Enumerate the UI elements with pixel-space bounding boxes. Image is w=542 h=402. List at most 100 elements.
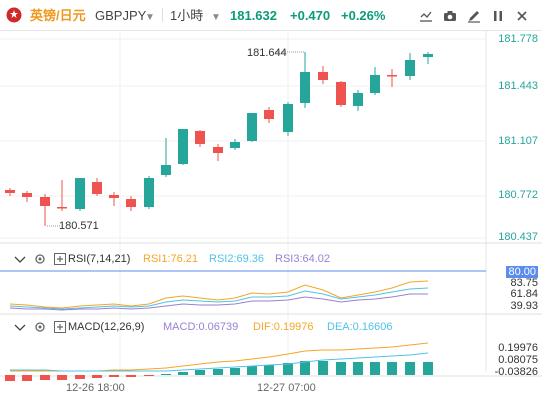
pause-button[interactable] [488,6,508,26]
macd-bar [195,370,205,375]
gear-icon[interactable] [34,253,46,265]
price-change: +0.470 [290,8,331,23]
candle-body [109,195,119,198]
macd-bar [423,362,433,375]
macd-bar [109,375,119,377]
dif-line [10,342,429,372]
macd-bar [283,363,293,375]
collapse-icon[interactable] [14,321,26,333]
candle-body [178,129,188,164]
macd-bar [126,375,136,377]
divider [162,8,163,22]
candle-body [92,182,102,194]
add-icon[interactable] [54,321,66,333]
last-price: 181.632 [230,8,277,23]
macd-bar [40,375,50,380]
candle-body [57,207,67,209]
candle-body [144,178,154,207]
price-tick: 181.443 [498,80,538,92]
gear-icon[interactable] [34,321,46,333]
candle-body [423,54,433,57]
pause-icon [494,11,502,21]
time-tick: 12-27 07:00 [257,382,316,394]
rsi-title: RSI(7,14,21) [68,253,131,265]
rsi1-value: RSI1:76.21 [143,253,199,265]
macd-bar [336,362,346,375]
rsi3-line [9,293,428,311]
close-button[interactable] [512,6,532,26]
candle-body [40,197,50,206]
price-tick: 180.772 [498,189,538,201]
macd-bar [22,375,32,381]
candle-body [318,72,328,80]
candle-body [300,72,310,103]
macd-bar [370,362,380,375]
rsi3-value: RSI3:64.02 [275,253,331,265]
rsi-lines [9,280,429,311]
candle-body [230,142,240,148]
macd-title: MACD(12,26,9) [68,321,145,333]
pen-edit-icon [468,11,480,23]
macd-bar [247,366,257,375]
candle-body [22,193,32,197]
macd-bar [387,362,397,375]
macd-value: MACD:0.06739 [163,321,239,333]
macd-bar [178,372,188,375]
rsi-tick-active: 80.00 [506,266,538,278]
candle-body [264,110,274,119]
chart-header: 英镑/日元 GBPJPY ▼ 1小時 ▼ 181.632 +0.470 +0.2… [0,0,542,31]
macd-bar [318,361,328,375]
macd-lines [10,342,429,372]
candle-body [336,82,346,105]
macd-tick: -0.03826 [494,366,538,378]
dea-line [10,352,429,372]
candle-body [405,60,415,76]
rsi-legend: RSI(7,14,21) RSI1:76.21 RSI2:69.36 RSI3:… [0,250,542,268]
interval-select[interactable]: 1小時 [170,8,204,23]
flag-icon [6,7,22,23]
symbol-name-cn[interactable]: 英镑/日元 [30,8,86,23]
macd-bar [144,375,154,376]
macd-bar [264,365,274,375]
dea-value: DEA:0.16606 [327,321,393,333]
price-chart[interactable] [0,30,542,402]
rsi2-value: RSI2:69.36 [209,253,265,265]
macd-histogram [5,361,433,381]
add-icon[interactable] [54,253,66,265]
candle-body [161,165,171,175]
rsi-tick: 39.93 [510,300,538,312]
chevron-down-icon[interactable]: ▼ [145,12,155,23]
camera-icon [444,11,456,21]
macd-bar [57,375,67,380]
rsi-tick: 61.84 [510,288,538,300]
candle-body [5,190,15,193]
indicator-button[interactable] [416,6,436,26]
macd-bar [92,375,102,378]
symbol-code[interactable]: GBPJPY [95,8,147,23]
candle-body [387,75,397,77]
macd-bar [353,362,363,375]
crosshair-chart-icon [420,11,432,22]
rsi-tick: 83.75 [510,277,538,289]
macd-bar [213,369,223,375]
candle-body [247,113,257,141]
screenshot-button[interactable] [440,6,460,26]
macd-bar [5,375,15,381]
price-tick: 180.437 [498,231,538,243]
candlestick-series [5,52,433,226]
candle-body [370,75,380,93]
close-icon [517,11,527,21]
macd-bar [405,362,415,375]
dif-value: DIF:0.19976 [253,321,314,333]
macd-bar [300,361,310,375]
rsi1-line [9,280,429,309]
candle-body [126,199,136,207]
collapse-icon[interactable] [14,253,26,265]
macd-bar [161,374,171,375]
high-price-label: 181.644 [247,47,287,59]
candle-body [283,104,293,132]
candle-body [213,147,223,153]
price-change-percent: +0.26% [341,8,386,23]
draw-button[interactable] [464,6,484,26]
chevron-down-icon[interactable]: ▼ [211,12,221,23]
